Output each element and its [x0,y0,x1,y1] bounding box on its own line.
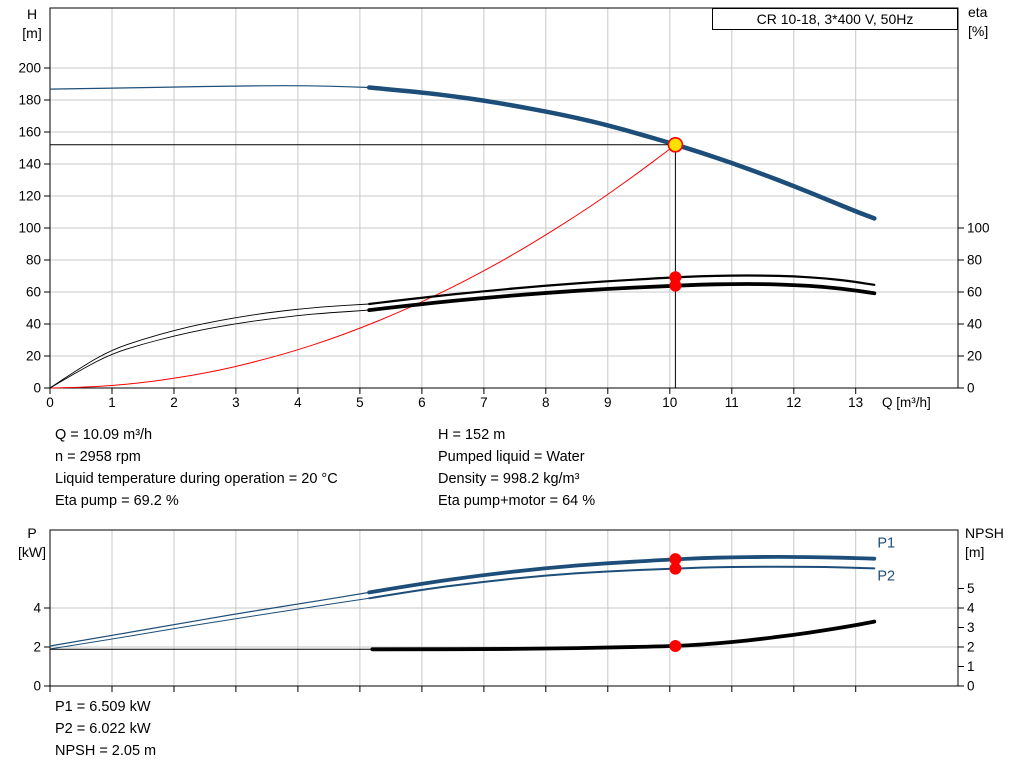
y-tick-label-left: 180 [18,93,41,108]
plot-border [49,7,959,389]
y-tick-label-left: 40 [26,317,41,332]
y-tick-label-left: 0 [33,679,41,694]
series-eta-pump [368,274,876,306]
series-p1-out-of-range [49,591,370,647]
y-tick-label-left: 140 [18,157,41,172]
eta-pump-motor-point [669,279,682,292]
y-tick-label-right: 5 [967,581,975,596]
info-line-p2: P2 = 6.022 kW [55,721,151,737]
x-tick-label: 10 [662,395,677,410]
x-tick-label: 4 [294,395,302,410]
q-axis-label: Q [m³/h] [882,395,931,410]
y-tick-label-left: 0 [33,381,41,396]
y-tick-label-right: 0 [967,381,975,396]
info-line-n: n = 2958 rpm [55,449,141,465]
x-tick-label: 8 [542,395,550,410]
info-line-h: H = 152 m [438,427,506,443]
h-axis-symbol: H [26,6,38,22]
series-p1 [367,555,877,595]
series-p2-out-of-range [49,597,370,650]
npsh-axis-title: NPSH [m] [965,524,1021,562]
x-tick-label: 6 [418,395,426,410]
p2-point [669,562,682,575]
series-eta-pump-motor-out-of-range [49,309,370,389]
y-tick-label-right: 40 [967,317,982,332]
y-tick-label-right: 100 [967,221,990,236]
y-tick-label-right: 80 [967,253,982,268]
x-tick-label: 7 [480,395,488,410]
duty-point [667,137,684,153]
info-line-eta-pump-motor: Eta pump+motor = 64 % [438,493,596,509]
y-tick-label-left: 20 [26,349,41,364]
x-tick-label: 11 [725,395,739,410]
info-line-p1: P1 = 6.509 kW [55,699,151,715]
y-tick-label-right: 2 [967,640,975,655]
p-axis-symbol: P [27,525,37,541]
x-tick-label: 5 [356,395,364,410]
power-npsh-data: P1 = 6.509 kW P2 = 6.022 kW NPSH = 2.05 … [55,699,156,765]
npsh-axis-unit: [m] [965,544,985,560]
x-tick-label: 2 [170,395,178,410]
y-tick-label-left: 2 [33,640,41,655]
operating-data-right: H = 152 m Pumped liquid = Water Density … [438,427,595,515]
y-tick-label-right: 1 [967,659,975,674]
series-label-p1: P1 [877,536,895,552]
operating-data-left: Q = 10.09 m³/h n = 2958 rpm Liquid tempe… [55,427,338,515]
series-qh [366,85,877,221]
h-axis-title: H [m] [14,5,50,43]
y-tick-label-left: 160 [18,125,41,140]
y-tick-label-left: 4 [33,601,41,616]
x-tick-label: 13 [848,395,863,410]
eta-axis-title: eta [%] [968,3,1018,41]
eta-axis-unit: [%] [968,23,989,39]
p-axis-title: P [kW] [12,524,52,562]
info-line-temperature: Liquid temperature during operation = 20… [55,471,338,487]
p-axis-unit: [kW] [18,544,46,560]
info-line-liquid: Pumped liquid = Water [438,449,585,465]
y-tick-label-left: 60 [26,285,41,300]
power-npsh-chart: 0 2 4 0 1 2 3 4 5 P1 P2 [33,529,975,694]
h-axis-unit: [m] [22,25,42,41]
npsh-point [669,640,682,652]
qh-efficiency-chart: 0 1 2 3 4 5 6 7 8 9 10 11 12 130204060801001201401601… [18,7,990,410]
series-qh-out-of-range [49,85,370,90]
pump-title-box: CR 10-18, 3*400 V, 50Hz [712,8,958,30]
series-p2 [368,565,876,600]
series-eta-pump-out-of-range [49,303,370,389]
y-tick-label-right: 20 [967,349,982,364]
series-npsh [370,619,877,652]
y-tick-label-right: 3 [967,620,975,635]
npsh-axis-symbol: NPSH [965,525,1004,541]
x-tick-label: 0 [46,395,54,410]
y-tick-label-right: 4 [967,601,975,616]
series-label-p2: P2 [877,569,895,585]
x-tick-label: 1 [108,395,116,410]
x-tick-label: 9 [604,395,612,410]
y-tick-label-left: 200 [18,61,41,76]
info-line-npsh: NPSH = 2.05 m [55,743,157,759]
y-tick-label-left: 100 [18,221,41,236]
y-tick-label-right: 60 [967,285,982,300]
info-line-density: Density = 998.2 kg/m³ [438,471,580,487]
series-eta-pump-motor [367,282,877,312]
eta-axis-symbol: eta [968,4,988,20]
x-tick-label: 12 [786,395,801,410]
y-tick-label-left: 80 [26,253,41,268]
info-line-q: Q = 10.09 m³/h [55,427,153,443]
y-tick-label-left: 120 [18,189,41,204]
info-line-eta-pump: Eta pump = 69.2 % [55,493,179,509]
y-tick-label-right: 0 [967,679,975,694]
series-affinity-line [49,144,676,389]
x-tick-label: 3 [232,395,240,410]
